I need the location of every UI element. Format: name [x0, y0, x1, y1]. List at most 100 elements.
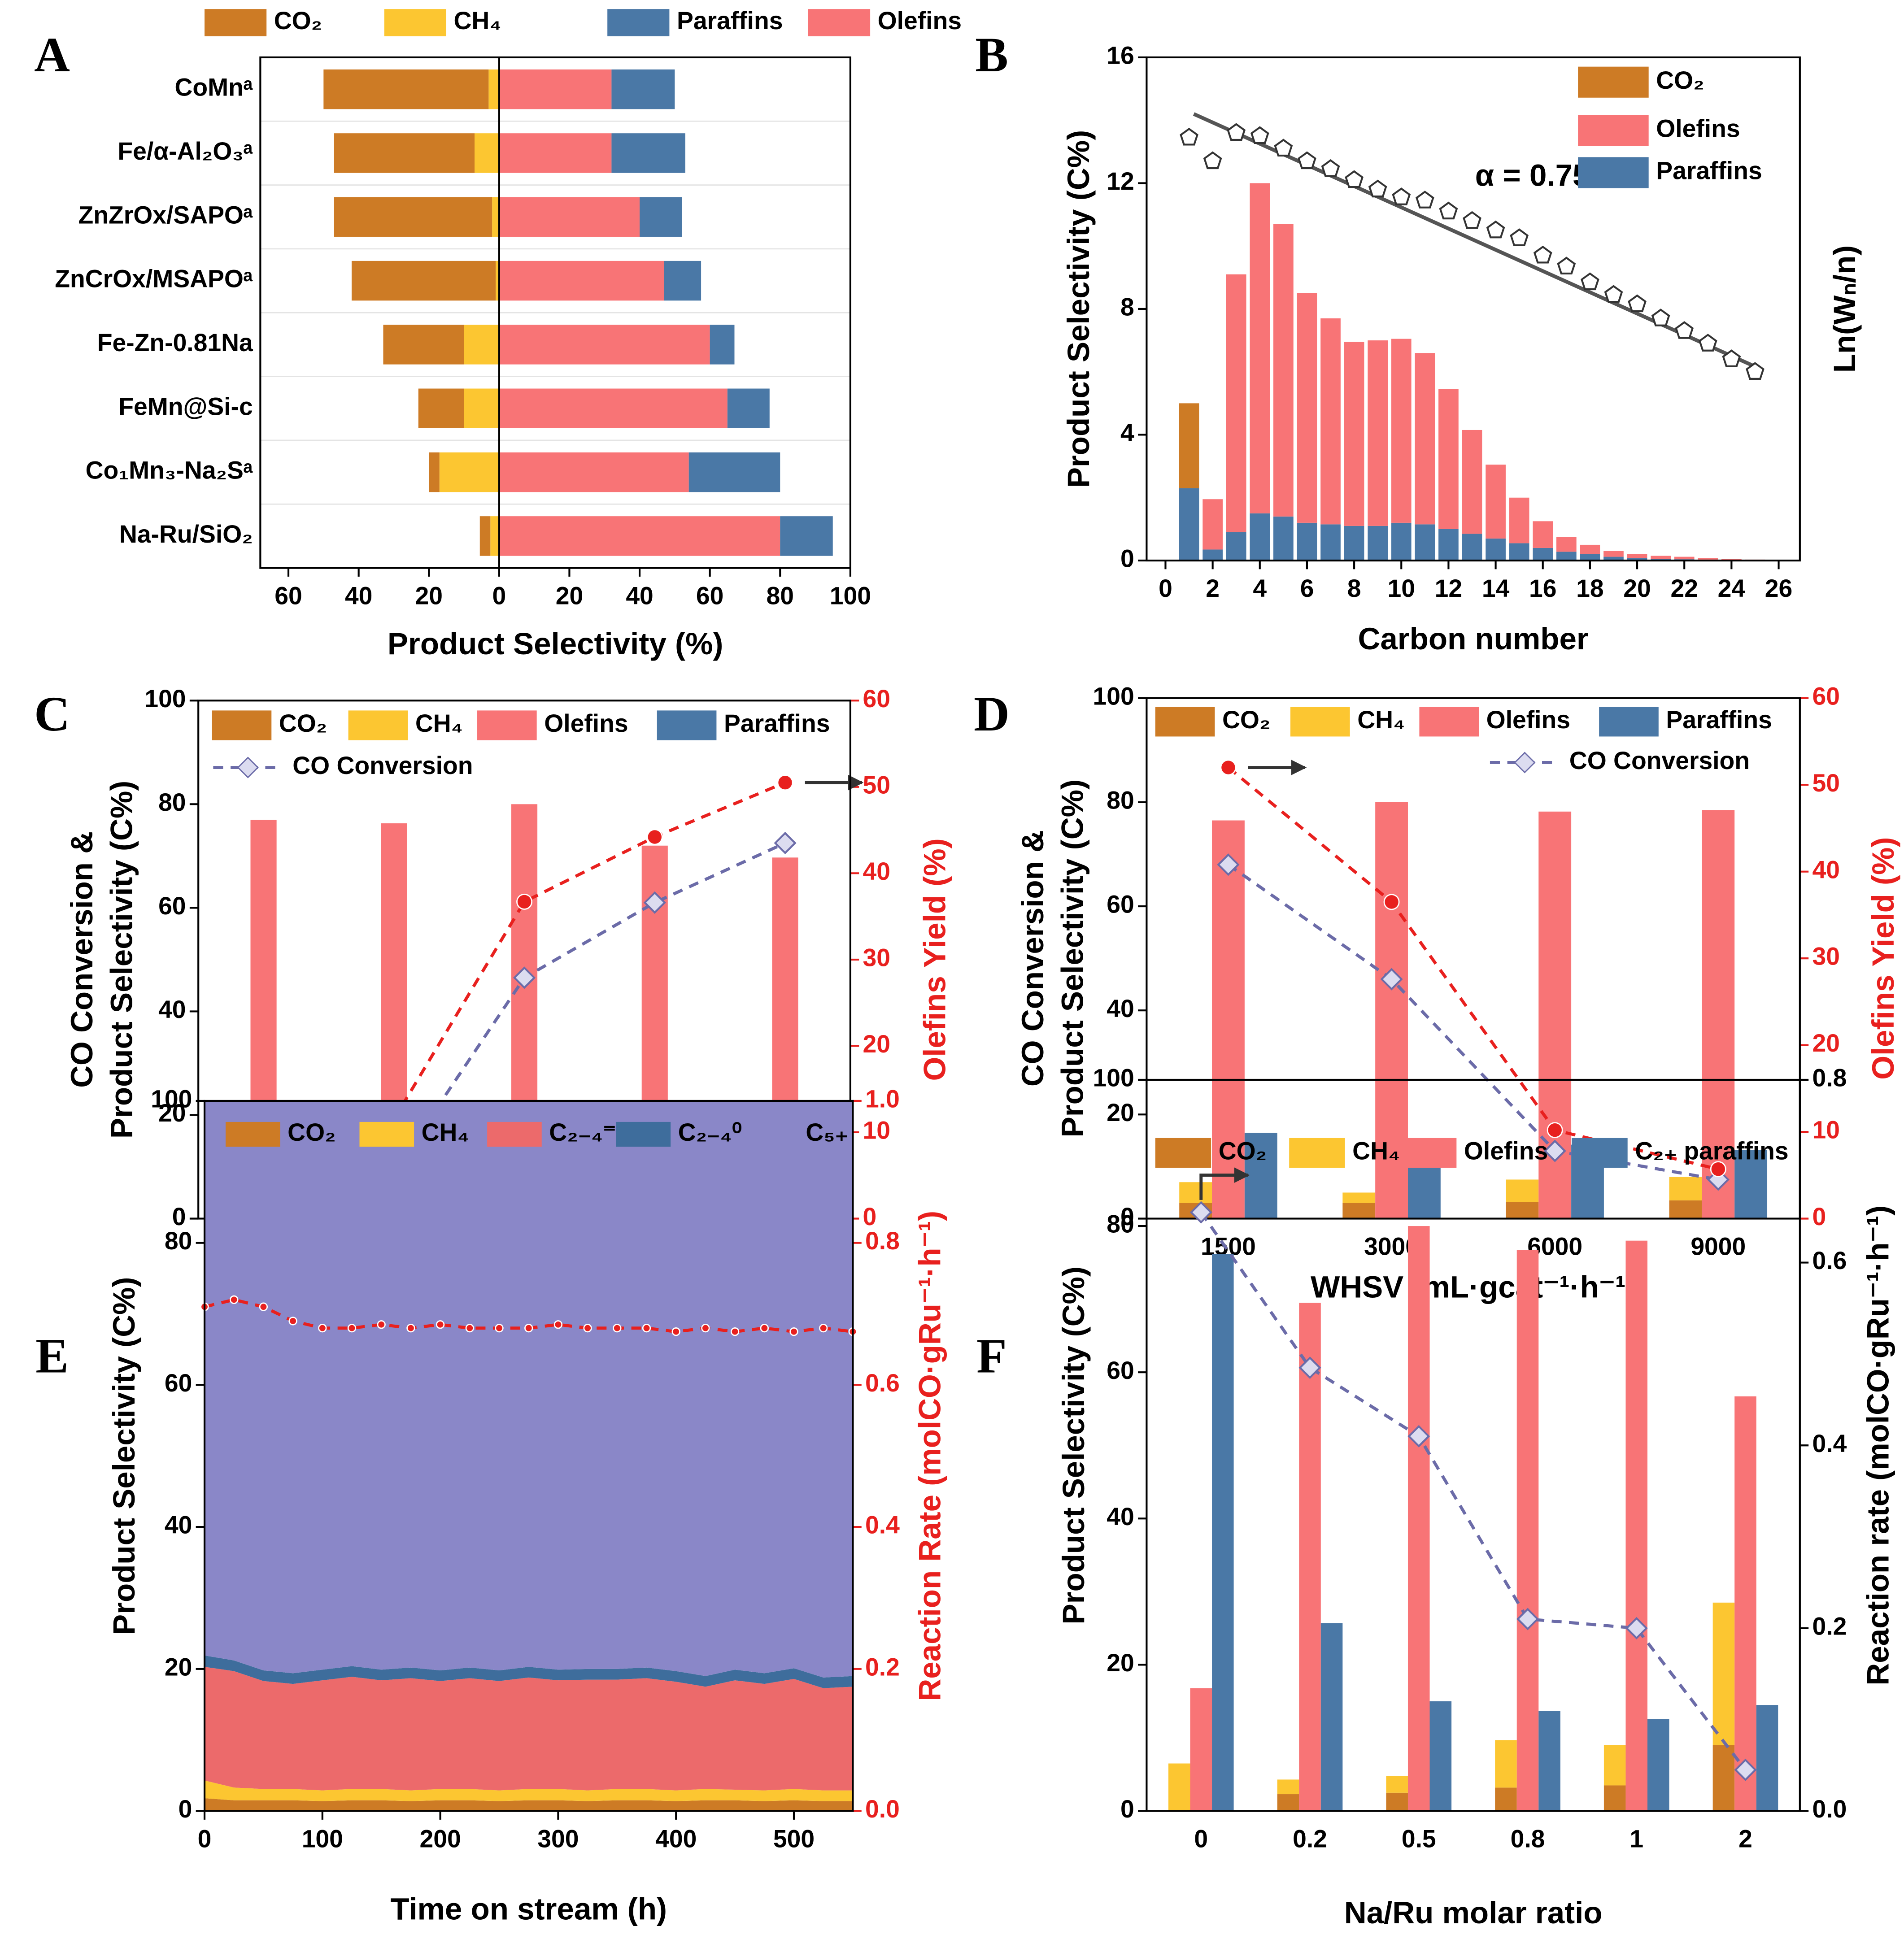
marker [1722, 349, 1741, 367]
legend-swatch [616, 1122, 671, 1147]
bar [1734, 1396, 1756, 1811]
legend-label: CO₂ [1222, 706, 1270, 734]
bar [1580, 554, 1600, 561]
marker [1557, 257, 1576, 275]
bar [1273, 224, 1294, 517]
x-tick-label: 8 [1347, 574, 1361, 602]
bar [1386, 1776, 1408, 1793]
y-tick-label: 0 [172, 1203, 186, 1230]
y2-axis-title: Olefins Yield (%) [917, 838, 952, 1081]
y-tick-label: 40 [1107, 995, 1134, 1022]
category-label: ZnZrOx/SAPOᵃ [78, 201, 253, 229]
legend-label: CH₄ [1357, 706, 1405, 734]
y-tick-label: 80 [1107, 1210, 1134, 1238]
category-label: CoMnᵃ [174, 74, 253, 101]
y-tick-label: 16 [1107, 42, 1134, 70]
bar [334, 133, 475, 173]
bar [383, 325, 464, 365]
y-tick-label: 0 [179, 1795, 192, 1823]
marker [1227, 123, 1246, 141]
bar [1342, 1203, 1376, 1219]
bar [418, 388, 464, 428]
bar [1509, 497, 1529, 543]
y-tick-label: 4 [1120, 419, 1134, 447]
bar [1407, 1226, 1430, 1811]
legend-label: CO₂ [274, 7, 322, 35]
marker [1533, 245, 1552, 264]
marker [1486, 220, 1505, 239]
x-tick-label: 16 [1529, 574, 1556, 602]
category-label: FeMn@Si-c [118, 392, 253, 420]
y2-tick-label: 0.4 [865, 1511, 900, 1539]
bar [611, 69, 675, 109]
bar [1438, 389, 1459, 529]
bar [1674, 556, 1695, 560]
y-tick-label: 20 [165, 1653, 192, 1681]
marker [465, 1324, 474, 1333]
bar [464, 325, 499, 365]
marker [1298, 151, 1316, 170]
bar [1580, 544, 1600, 554]
y-tick-label: 40 [158, 996, 186, 1023]
plot-frame [259, 56, 851, 569]
marker [436, 1320, 445, 1329]
bar [1627, 558, 1647, 561]
marker [347, 1324, 357, 1333]
x-tick-label: 200 [419, 1825, 461, 1852]
legend-label: CO Conversion [292, 752, 473, 779]
bar [664, 261, 701, 301]
bar [1415, 353, 1435, 525]
marker [1581, 272, 1599, 291]
marker [789, 1327, 798, 1336]
y-tick-label: 60 [158, 892, 186, 920]
marker [1392, 187, 1411, 205]
marker [1625, 1617, 1648, 1639]
x-tick-label: 0 [1159, 574, 1172, 602]
bar [1702, 810, 1735, 1219]
y-tick-label: 20 [158, 1099, 186, 1127]
plot-frame [203, 1100, 854, 1812]
bar [1462, 430, 1482, 534]
y-axis-title: Product Selectivity (C%) [1061, 130, 1096, 488]
legend-swatch [1155, 1138, 1211, 1168]
y-tick-label: 0 [1120, 1203, 1134, 1230]
bar [439, 452, 499, 492]
bar [499, 452, 689, 492]
bar [1226, 532, 1246, 561]
marker [1651, 309, 1670, 326]
x-tick-label: 20 [1623, 574, 1651, 602]
y-axis-title: Product Selectivity (C%) [1056, 1266, 1091, 1624]
bar [1415, 524, 1435, 561]
marker [1217, 853, 1240, 876]
y2-tick-label: 0.0 [1812, 1795, 1847, 1823]
bar [1734, 1150, 1768, 1219]
bar [1342, 1192, 1376, 1203]
x-tick-label: 300 [537, 1825, 579, 1852]
marker [1675, 321, 1694, 339]
legend-label: Paraffins [677, 7, 783, 35]
legend-label: Olefins [1464, 1137, 1548, 1165]
marker [1380, 968, 1403, 991]
bar [1179, 1182, 1212, 1203]
y2-tick-label: 0.4 [1812, 1430, 1847, 1457]
y-tick-label: 40 [1107, 1503, 1134, 1530]
y2-tick-label: 20 [863, 1030, 890, 1058]
bar [727, 388, 770, 428]
panel-letter: A [34, 27, 70, 82]
bar [1509, 543, 1529, 561]
legend-label: C₂₊ paraffins [1635, 1137, 1788, 1165]
x-axis-title: Product Selectivity (%) [388, 626, 723, 661]
bar [688, 452, 780, 492]
x-tick-label: 40 [626, 582, 653, 609]
marker [1463, 211, 1481, 229]
marker [819, 1324, 828, 1333]
bar [1297, 522, 1317, 561]
y-tick-label: 100 [1093, 1064, 1134, 1092]
x-tick-label: 26 [1765, 574, 1792, 602]
y-tick-label: 12 [1107, 167, 1134, 195]
bar [1277, 1779, 1299, 1795]
legend-swatch [348, 710, 408, 740]
y-tick-label: 100 [151, 1085, 192, 1113]
x-tick-label: 500 [773, 1825, 815, 1852]
category-label: Co₁Mn₃-Na₂Sᵃ [86, 456, 253, 484]
